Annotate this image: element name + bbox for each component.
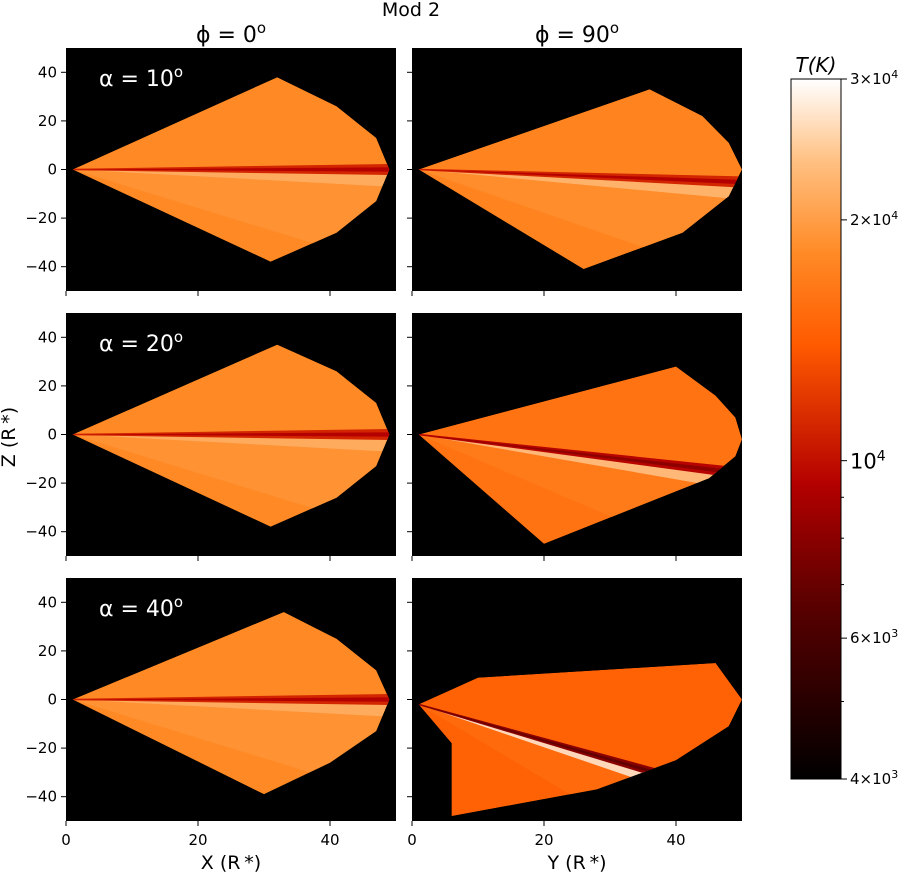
- panel-r0-c1: [407, 48, 742, 296]
- y-tick-label: −40: [25, 788, 57, 806]
- hot-layer: [72, 169, 390, 189]
- panel-r2-c1: [407, 578, 742, 826]
- hot-layer: [418, 169, 742, 203]
- disk-core: [72, 432, 390, 437]
- panel-r2-c0: [61, 578, 396, 826]
- y-tick-label: −40: [25, 258, 57, 276]
- disk-core: [418, 704, 742, 810]
- y-tick-label: 0: [47, 426, 57, 444]
- lower-lobe: [72, 434, 390, 527]
- x-tick-label: 0: [61, 831, 71, 849]
- disk-core: [418, 169, 742, 186]
- colorbar-tick-label: 4×103: [850, 768, 898, 789]
- panel-r1-c0: [61, 313, 396, 561]
- disk-band: [418, 433, 742, 484]
- disk-core: [418, 434, 742, 480]
- outflow-wedge: [72, 344, 390, 527]
- row-label: α = 10o: [99, 63, 183, 92]
- panel-r0-c0: [61, 48, 396, 296]
- colorbar-tick-label: 3×104: [850, 68, 898, 89]
- disk-core: [72, 697, 390, 702]
- outflow-wedge: [418, 366, 742, 544]
- colorbar-bar: [790, 78, 842, 780]
- x-axis-label: Y (R *): [547, 852, 607, 874]
- heatmap-panels: [61, 48, 742, 826]
- outflow-wedge: [72, 612, 390, 795]
- x-tick-label: 40: [666, 831, 685, 849]
- y-tick-label: −40: [25, 523, 57, 541]
- x-tick-label: 0: [407, 831, 417, 849]
- figure-title: Mod 2: [382, 0, 440, 21]
- column-title: ϕ = 0o: [196, 19, 266, 48]
- x-tick-label: 20: [188, 831, 207, 849]
- y-tick-label: 0: [47, 161, 57, 179]
- y-axis-label: Z (R *): [0, 407, 20, 467]
- y-tick-label: 0: [47, 691, 57, 709]
- y-tick-label: 40: [38, 593, 57, 611]
- hot-layer: [72, 434, 390, 454]
- row-label: α = 20o: [99, 328, 183, 357]
- hot-layer: [72, 699, 390, 719]
- y-tick-label: 20: [38, 642, 57, 660]
- row-label: α = 40o: [99, 593, 183, 622]
- column-title: ϕ = 90o: [535, 19, 619, 48]
- y-tick-label: −20: [25, 474, 57, 492]
- lower-lobe: [418, 434, 742, 544]
- x-axis-label: X (R *): [201, 852, 261, 874]
- hot-layer: [418, 434, 742, 497]
- hot-layer: [418, 704, 742, 817]
- y-tick-label: 20: [38, 377, 57, 395]
- colorbar-tick-label: 6×103: [850, 627, 898, 648]
- colorbar-tick-label: 104: [850, 449, 886, 474]
- x-tick-label: 20: [534, 831, 553, 849]
- colorbar: 3×104 2×104 104 6×103 4×103 T(K): [790, 53, 898, 789]
- y-tick-label: −20: [25, 739, 57, 757]
- disk-core: [72, 167, 390, 172]
- panel-r1-c1: [407, 313, 742, 561]
- y-tick-label: 20: [38, 112, 57, 130]
- colorbar-tick-label: 2×104: [850, 208, 898, 229]
- y-tick-label: −20: [25, 209, 57, 227]
- x-tick-label: 40: [320, 831, 339, 849]
- colorbar-label: T(K): [796, 53, 837, 77]
- lower-lobe: [72, 699, 390, 795]
- disk-band: [418, 168, 742, 190]
- axes-text: 40 20 0 −20 −40 α = 10o 40 20 0 −20 −40 α = 20o 40 20…: [0, 0, 686, 874]
- y-tick-label: 40: [38, 328, 57, 346]
- outflow-region: [418, 663, 742, 817]
- y-tick-label: 40: [38, 63, 57, 81]
